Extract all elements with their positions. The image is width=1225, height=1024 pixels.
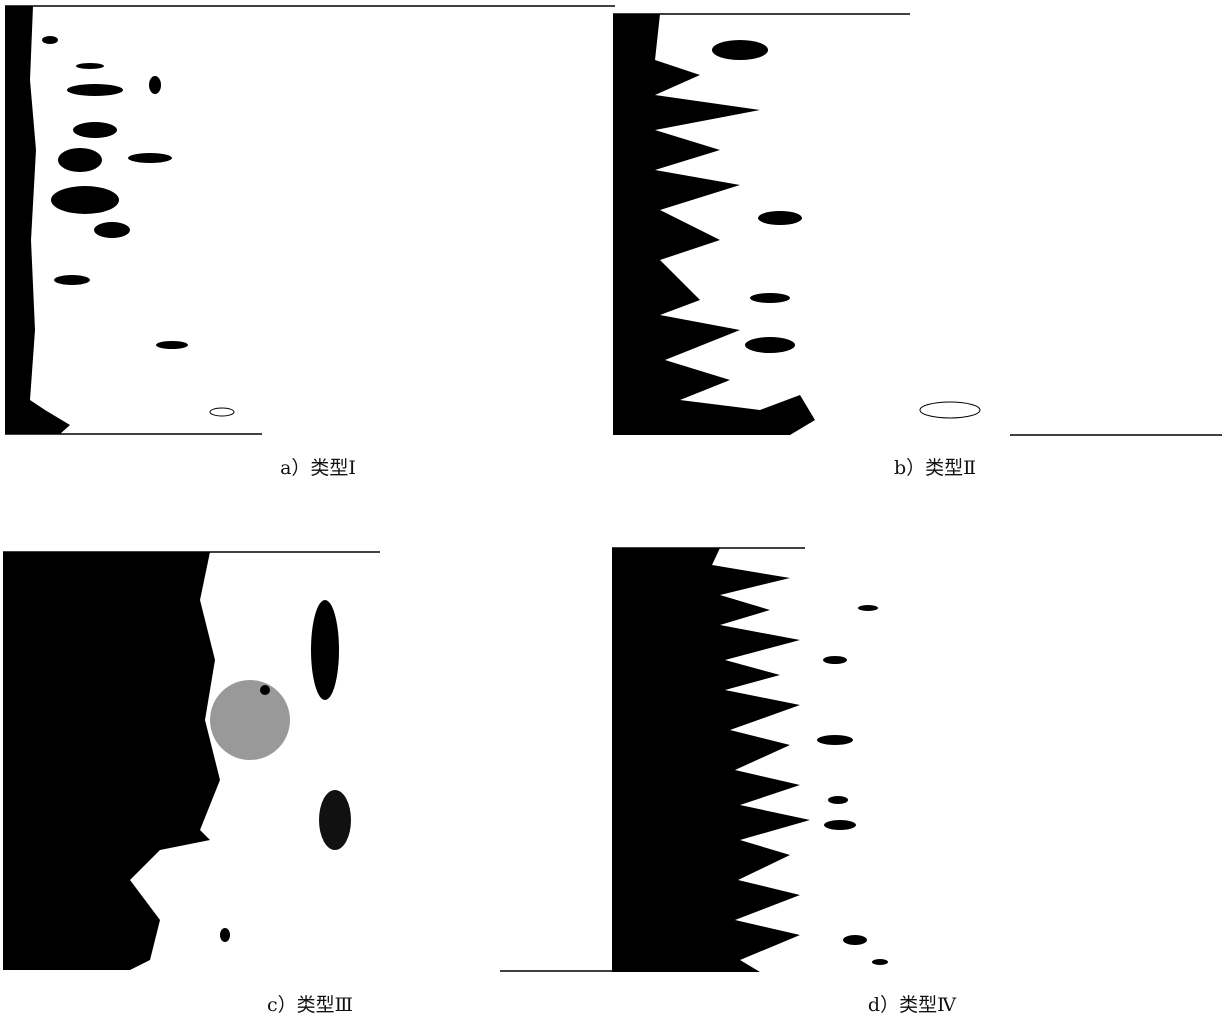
caption: a）类型Ⅰ: [280, 457, 356, 479]
micrograph: [5, 5, 615, 435]
panel-d: d）类型Ⅳ: [612, 547, 957, 1016]
caption: d）类型Ⅳ: [868, 994, 957, 1016]
caption: c）类型Ⅲ: [267, 994, 353, 1016]
caption: b）类型Ⅱ: [894, 457, 976, 479]
panel-c: c）类型Ⅲ: [3, 551, 612, 1016]
panel-b: b）类型Ⅱ: [613, 13, 1222, 479]
panel-a: a）类型Ⅰ: [5, 5, 615, 479]
